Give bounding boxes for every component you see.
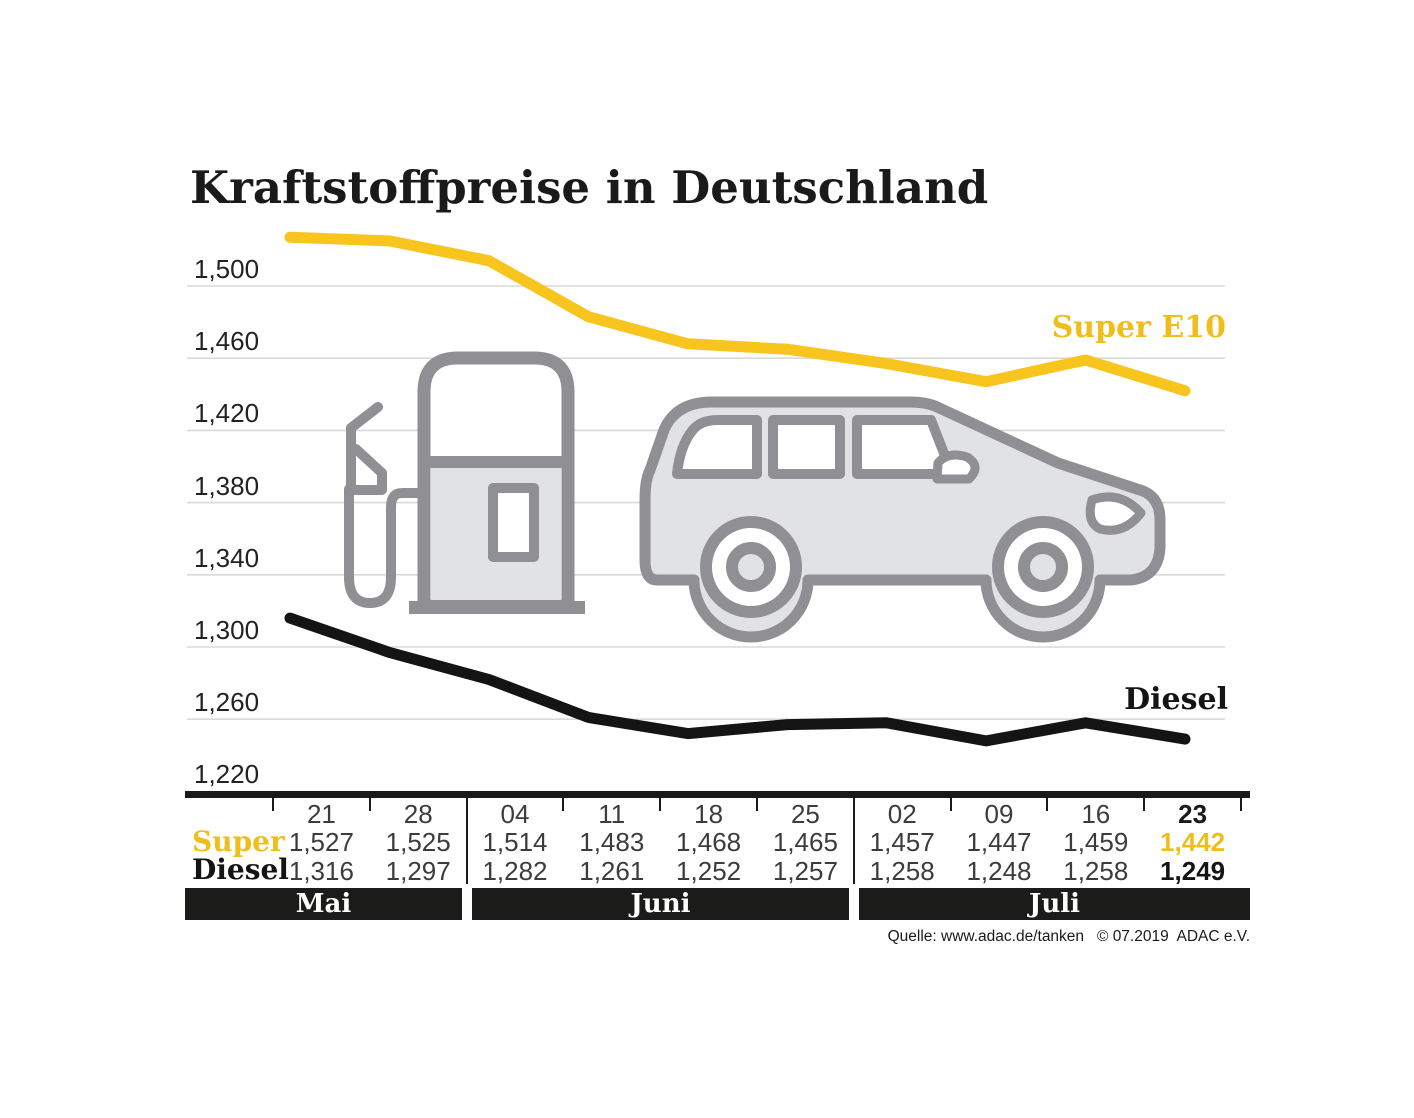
dates-cell: 02 bbox=[887, 799, 917, 829]
car-rear-hub bbox=[726, 542, 776, 592]
fuel-pump-illustration bbox=[344, 351, 585, 614]
month-bar-juli: Juli bbox=[859, 888, 1250, 920]
super-cell: 1,457 bbox=[869, 827, 935, 857]
super-cell: 1,459 bbox=[1063, 827, 1129, 857]
pump-hose bbox=[344, 484, 427, 608]
month-bar-juni: Juni bbox=[472, 888, 849, 920]
diesel-cell: 1,261 bbox=[579, 856, 645, 886]
diesel-cell: 1,248 bbox=[966, 856, 1032, 886]
diesel-cell: 1,316 bbox=[288, 856, 354, 886]
column-tick bbox=[562, 798, 565, 811]
car-front-hub bbox=[1018, 542, 1068, 592]
dates-cell: 25 bbox=[790, 799, 820, 829]
diesel-cell: 1,252 bbox=[676, 856, 742, 886]
car-headlight bbox=[1085, 492, 1146, 535]
super-cell: 1,468 bbox=[676, 827, 742, 857]
y-axis-label: 1,380 bbox=[194, 471, 260, 501]
super-cell: 1,483 bbox=[579, 827, 645, 857]
y-axis-label: 1,500 bbox=[194, 254, 260, 284]
column-tick bbox=[368, 798, 371, 811]
y-axis-label: 1,220 bbox=[194, 759, 260, 789]
dates-cell: 11 bbox=[598, 799, 626, 829]
column-tick bbox=[1143, 798, 1146, 811]
diesel-row-label: Diesel bbox=[192, 853, 289, 886]
dates-cell: 28 bbox=[403, 799, 433, 829]
car-middle-window bbox=[768, 415, 845, 479]
super-e10-line-label: Super E10 bbox=[1051, 310, 1226, 345]
column-tick bbox=[756, 798, 758, 811]
dates-cell: 21 bbox=[306, 799, 336, 829]
y-axis-label: 1,420 bbox=[194, 398, 260, 428]
super-cell: 1,527 bbox=[288, 827, 354, 857]
y-axis-label: 1,340 bbox=[194, 543, 260, 573]
column-tick bbox=[659, 798, 662, 811]
super-cell: 1,447 bbox=[966, 827, 1032, 857]
page-title: Kraftstoffpreise in Deutschland bbox=[190, 161, 989, 214]
month-separator bbox=[465, 798, 468, 884]
y-axis-label: 1,300 bbox=[194, 615, 260, 645]
super-cell: 1,442 bbox=[1160, 827, 1226, 857]
super-cell: 1,514 bbox=[482, 827, 548, 857]
dates-cell: 04 bbox=[500, 799, 530, 829]
column-tick bbox=[1240, 798, 1242, 811]
diesel-cell: 1,297 bbox=[385, 856, 451, 886]
super-e10-line bbox=[284, 231, 1191, 397]
diesel-line-label: Diesel bbox=[1124, 682, 1228, 717]
column-tick bbox=[949, 798, 952, 811]
diesel-line bbox=[284, 612, 1191, 747]
month-separator bbox=[852, 798, 855, 884]
source-note: Quelle: www.adac.de/tanken © 07.2019 ADA… bbox=[887, 928, 1250, 945]
month-bar-mai: Mai bbox=[185, 888, 462, 920]
dates-cell: 18 bbox=[694, 799, 724, 829]
diesel-cell: 1,282 bbox=[482, 856, 548, 886]
column-tick bbox=[1046, 798, 1049, 811]
diesel-cell: 1,249 bbox=[1160, 856, 1226, 886]
y-axis-label: 1,460 bbox=[194, 326, 260, 356]
super-cell: 1,465 bbox=[772, 827, 838, 857]
car-mirror bbox=[932, 450, 980, 484]
dates-cell: 16 bbox=[1081, 799, 1111, 829]
y-axis-label: 1,260 bbox=[194, 687, 260, 717]
car-illustration bbox=[639, 396, 1166, 643]
diesel-cell: 1,258 bbox=[869, 856, 935, 886]
pump-nozzle bbox=[346, 402, 387, 495]
super-row-label: Super bbox=[192, 825, 285, 858]
pump-display-window bbox=[488, 483, 539, 562]
diesel-cell: 1,257 bbox=[772, 856, 838, 886]
price-lines bbox=[284, 231, 1191, 747]
car-rear-window bbox=[672, 415, 762, 479]
column-tick bbox=[272, 798, 274, 811]
super-cell: 1,525 bbox=[385, 827, 451, 857]
table-top-border bbox=[185, 791, 1250, 798]
diesel-cell: 1,258 bbox=[1063, 856, 1129, 886]
dates-cell: 23 bbox=[1178, 799, 1208, 829]
pump-base bbox=[409, 601, 585, 614]
dates-cell: 09 bbox=[984, 799, 1014, 829]
